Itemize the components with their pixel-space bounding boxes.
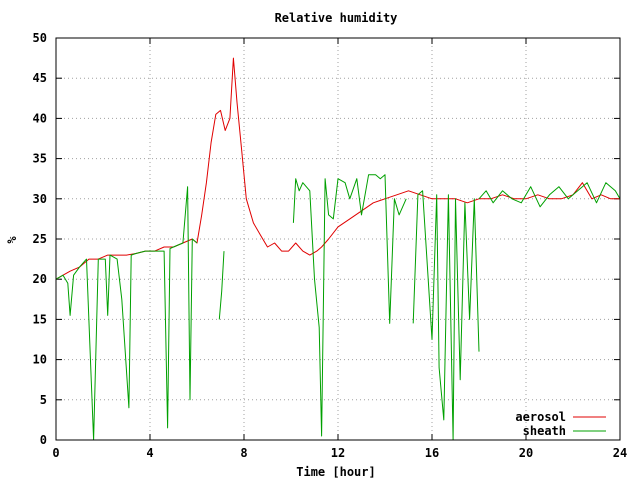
series-line-sheath — [478, 182, 621, 208]
x-tick-label: 16 — [425, 446, 439, 460]
series-line-sheath — [412, 190, 480, 441]
legend-label-sheath: sheath — [523, 424, 566, 438]
chart-title: Relative humidity — [275, 11, 398, 25]
x-tick-label: 8 — [240, 446, 247, 460]
x-tick-label: 0 — [52, 446, 59, 460]
plot-frame — [55, 37, 621, 441]
y-axis-label: % — [5, 236, 19, 244]
y-tick-label: 10 — [33, 353, 47, 367]
y-tick-label: 0 — [40, 433, 47, 447]
y-tick-label: 25 — [33, 232, 47, 246]
y-tick-label: 15 — [33, 312, 47, 326]
y-tick-label: 50 — [33, 31, 47, 45]
x-tick-label: 24 — [613, 446, 627, 460]
y-tick-label: 45 — [33, 71, 47, 85]
series-line-sheath — [55, 186, 198, 441]
y-tick-label: 5 — [40, 393, 47, 407]
y-tick-label: 30 — [33, 192, 47, 206]
legend: aerosol sheath — [515, 410, 606, 438]
series-line-sheath — [292, 174, 407, 437]
x-tick-label: 20 — [519, 446, 533, 460]
y-tick-label: 40 — [33, 111, 47, 125]
data-series — [55, 57, 621, 441]
y-tick-label: 35 — [33, 152, 47, 166]
x-axis-label: Time [hour] — [296, 465, 375, 479]
legend-label-aerosol: aerosol — [515, 410, 566, 424]
x-tick-label: 12 — [331, 446, 345, 460]
series-line-sheath — [218, 251, 225, 320]
y-tick-label: 20 — [33, 272, 47, 286]
x-tick-label: 4 — [146, 446, 153, 460]
grid-lines — [56, 38, 620, 440]
